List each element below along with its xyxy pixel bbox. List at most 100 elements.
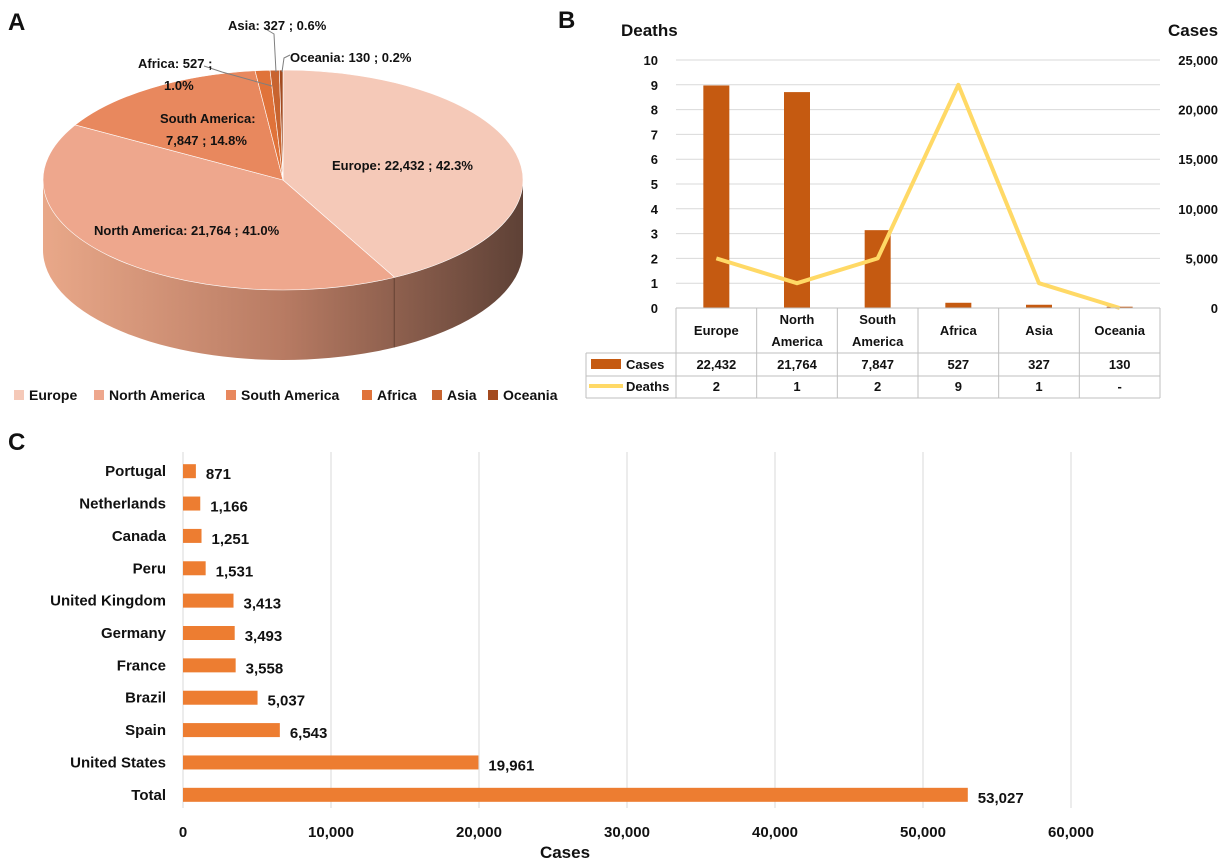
bar-value-netherlands: 1,166 [210,499,248,516]
pie-label-south-america-line2: 7,847 ; 14.8% [166,133,247,148]
table-series-cases: Cases [626,357,664,372]
horizontal-bar-chart: Portugal 871 Netherlands 1,166 Canada 1,251 Pe… [50,452,1094,862]
table-category-north-america: America [771,334,823,349]
deaths-line [715,82,1121,310]
bar-value-germany: 3,493 [245,628,283,645]
legend-label-south-america: South America [241,387,339,403]
table-deaths-europe: 2 [713,379,720,394]
leader-africa [203,65,273,87]
table-cases-north-america: 21,764 [777,357,818,372]
country-label-france: France [117,657,166,674]
country-label-peru: Peru [133,560,166,577]
table-deaths-oceania: - [1117,379,1121,394]
bar-value-united-kingdom: 3,413 [244,596,282,613]
table-category-oceania: Oceania [1094,323,1145,338]
table-key-cases [591,359,621,369]
bar-united-states [183,755,479,770]
pie-slice-oceania [278,69,284,181]
left-axis-ticks: 0 1 2 3 4 5 6 7 8 9 10 [644,53,659,316]
data-table: Europe 22,432 2 North America 21,764 1 South Ame… [585,307,1161,399]
left-tick-label: 8 [651,103,658,118]
legend-swatch-north-america [94,390,104,400]
country-label-spain: Spain [125,722,166,739]
left-tick-label: 4 [651,202,659,217]
left-tick-label: 10 [644,53,658,68]
x-axis-ticks: 0 10,000 20,000 30,000 40,000 50,000 60,000 [179,824,1094,841]
country-label-united-kingdom: United Kingdom [50,593,166,610]
legend-swatch-oceania [488,390,498,400]
legend-swatch-asia [432,390,442,400]
table-category-africa: Africa [940,323,978,338]
bar-france [183,658,236,673]
x-tick-label: 60,000 [1048,824,1094,841]
table-series-deaths: Deaths [626,379,669,394]
bar-value-brazil: 5,037 [268,693,306,710]
pie-label-africa-line1: Africa: 527 ; [138,56,212,71]
x-tick-label: 30,000 [604,824,650,841]
left-axis-title: Deaths [621,21,678,40]
right-tick-label: 10,000 [1178,202,1218,217]
table-deaths-south-america: 2 [874,379,881,394]
pie-label-asia: Asia: 327 ; 0.6% [228,18,327,33]
country-label-portugal: Portugal [105,463,166,480]
cases-bar-north-america [784,92,810,308]
combo-gridlines [676,59,1160,309]
table-cases-asia: 327 [1028,357,1050,372]
panel-b-letter: B [558,7,575,34]
cases-bar-europe [703,85,730,308]
left-tick-label: 0 [651,301,658,316]
left-tick-label: 2 [651,251,658,266]
table-category-north-america: North [780,312,815,327]
pie-label-south-america-line1: South America: [160,111,256,126]
cases-bar-africa [945,302,972,308]
leader-oceania [281,54,291,73]
left-tick-label: 3 [651,227,658,242]
country-bars: Portugal 871 Netherlands 1,166 Canada 1,251 Pe… [50,463,1024,807]
right-tick-label: 0 [1211,301,1218,316]
country-label-united-states: United States [70,754,166,771]
legend-swatch-europe [14,390,24,400]
country-label-canada: Canada [112,528,167,545]
bar-value-united-states: 19,961 [488,757,534,774]
deaths-series-line [715,82,1121,310]
legend-label-asia: Asia [447,387,477,403]
table-category-asia: Asia [1025,323,1053,338]
table-category-south-america: America [852,334,904,349]
pie-leader-lines [203,27,291,87]
bar-brazil [183,690,258,705]
right-tick-label: 20,000 [1178,103,1218,118]
bar-peru [183,561,206,576]
country-label-total: Total [131,787,166,804]
panel-a-letter: A [8,9,25,36]
bar-gridlines [182,452,1072,808]
table-cases-africa: 527 [947,357,969,372]
pie-chart: Europe: 22,432 ; 42.3% North America: 21… [42,18,524,360]
table-cases-europe: 22,432 [696,357,736,372]
left-tick-label: 7 [651,127,658,142]
country-label-germany: Germany [101,625,167,642]
table-deaths-africa: 9 [955,379,962,394]
x-tick-label: 20,000 [456,824,502,841]
bar-value-portugal: 871 [206,466,231,483]
x-axis-title: Cases [540,843,590,862]
bar-germany [183,626,235,640]
pie-label-north-america: North America: 21,764 ; 41.0% [94,223,280,238]
combo-chart: 0 1 2 3 4 5 6 7 8 9 10 0 5,000 10,000 15,000 20,000 25,… [585,21,1218,399]
table-deaths-asia: 1 [1035,379,1042,394]
left-tick-label: 9 [651,78,658,93]
pie-label-oceania: Oceania: 130 ; 0.2% [290,50,412,65]
bar-spain [183,723,280,738]
x-tick-label: 0 [179,824,187,841]
cases-bar-asia [1026,304,1052,308]
table-deaths-north-america: 1 [793,379,800,394]
right-tick-label: 15,000 [1178,152,1218,167]
pie-side-wall [43,180,523,360]
table-category-south-america: South [859,312,896,327]
bar-total [183,787,968,802]
pie-slice-south-america [74,70,284,181]
x-tick-label: 50,000 [900,824,946,841]
bar-united-kingdom [183,593,234,608]
bar-value-france: 3,558 [246,660,284,677]
legend-label-africa: Africa [377,387,417,403]
